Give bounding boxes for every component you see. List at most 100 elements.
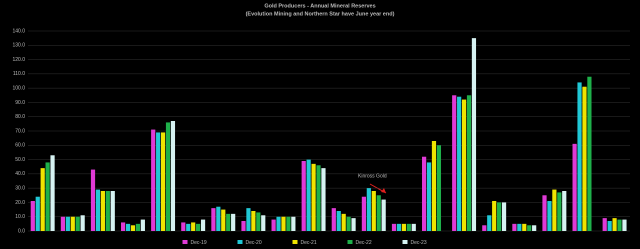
bar [40,168,45,231]
bar [617,219,622,231]
bar [512,223,517,231]
legend-label: Dec-19 [191,240,207,246]
bar [497,202,502,231]
bar [457,96,462,231]
legend-label: Dec-22 [356,240,372,246]
y-tick-label: 100.0 [12,85,25,91]
bar [241,221,246,231]
bar [351,218,356,231]
bar [256,212,261,231]
bar [60,216,66,231]
y-tick-label: 120.0 [12,57,25,63]
bar [45,162,50,231]
legend-label: Dec-20 [246,240,262,246]
bar [466,95,472,232]
bar [271,219,276,231]
bar [165,122,171,231]
bar [181,222,186,231]
y-tick-label: 130.0 [12,43,25,49]
bar [331,208,336,231]
y-tick-label: 0.0 [18,228,25,234]
bar [30,201,35,231]
bar [602,218,607,231]
bar [281,216,286,231]
annotation: Kinross Gold [358,173,387,179]
bar [216,206,221,231]
bar [336,211,341,231]
bar [70,216,75,231]
bar [95,189,101,231]
bar [361,196,367,231]
bar [151,129,156,231]
bar [482,225,487,231]
bar [547,201,552,231]
bar [221,209,226,231]
legend-label: Dec-21 [301,240,317,246]
bar [452,95,457,232]
bar [381,199,386,231]
bar [130,225,136,231]
y-tick-label: 50.0 [15,157,25,163]
bar [487,215,492,231]
bar [376,195,381,231]
y-tick-label: 110.0 [13,71,25,77]
y-tick-label: 80.0 [15,114,25,120]
bar [286,216,291,231]
bar [80,215,85,231]
legend-swatch [237,240,243,244]
y-tick-label: 30.0 [15,185,25,191]
y-tick-label: 140.0 [12,28,25,34]
bar [501,202,507,231]
y-tick-label: 10.0 [15,214,25,220]
bar [196,223,201,231]
bar [100,191,105,231]
bar [492,201,497,231]
bar [396,223,402,231]
bar [65,216,70,231]
bar [562,191,567,231]
bar [291,216,296,231]
bar [522,223,527,231]
bar [211,208,216,231]
y-tick-label: 20.0 [15,200,25,206]
bar [301,161,306,231]
chart-subtitle: (Evolution Mining and Northern Star have… [246,11,395,17]
bar [532,225,537,231]
bar [587,76,592,231]
bar [431,141,437,231]
bar [391,223,397,231]
bar [311,163,316,231]
bar [527,225,532,231]
bar [557,192,562,231]
bar [276,216,281,231]
bar [371,191,376,231]
bar [461,99,467,231]
bar [231,213,236,231]
bar [90,169,96,231]
bar [261,215,266,231]
legend-swatch [292,240,298,244]
bar [156,132,161,231]
y-tick-label: 90.0 [15,100,25,106]
bar [251,211,256,231]
bar [200,219,206,231]
bar [170,121,176,231]
bar [411,223,416,231]
bar [341,213,346,231]
bar [346,216,351,231]
bar [186,223,191,231]
bar [226,213,231,231]
bar [577,82,582,231]
annotation-arrowhead [381,188,386,193]
bar [121,222,126,231]
bar [125,223,131,231]
bar [75,216,80,231]
bar [50,155,55,231]
bar [582,86,587,231]
bar [622,219,627,231]
bar [246,208,251,231]
bar [406,223,411,231]
bar [321,168,326,231]
bar [140,219,145,231]
